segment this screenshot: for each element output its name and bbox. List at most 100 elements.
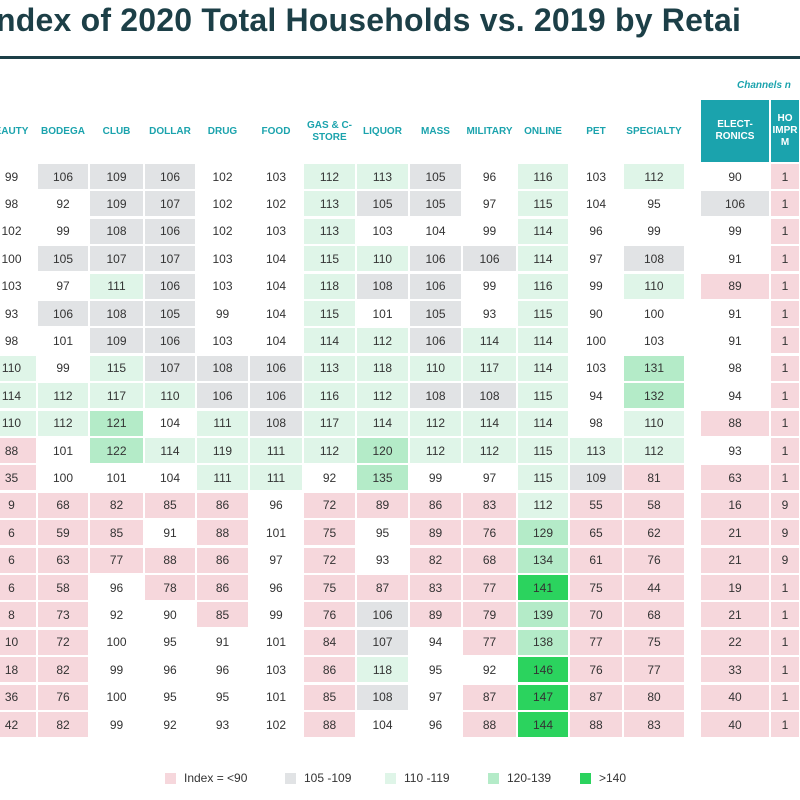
table-cell: 68 [624,602,684,628]
legend-item: Index = <90 [165,770,247,786]
table-cell: 76 [570,657,622,683]
table-cell: 35 [0,465,36,491]
table-cell: 104 [250,328,302,354]
table-cell: 86 [197,547,248,573]
table-cell: 86 [304,657,355,683]
table-cell: 85 [145,492,195,518]
legend-swatch [488,772,499,784]
table-cell: 40 [701,684,769,710]
table-cell: 104 [250,246,302,272]
table-cell: 115 [518,301,568,326]
table-cell: 59 [38,520,88,546]
table-cell: 103 [624,328,684,354]
table-cell: 76 [38,684,88,710]
col-header-mass: MASS [421,126,450,137]
table-cell: 106 [357,602,408,628]
table-cell: 1 [771,328,799,354]
table-cell: 110 [624,273,684,299]
table-cell: 88 [701,410,769,436]
table-cell: 111 [250,438,302,463]
legend-swatch [285,772,296,784]
table-cell: 97 [38,273,88,299]
col-header-food: FOOD [261,126,291,137]
table-cell: 86 [197,492,248,518]
table-cell: 89 [701,273,769,299]
table-cell: 115 [518,383,568,409]
table-cell: 114 [518,355,568,381]
legend-label: 110 -119 [404,771,450,785]
table-cell: 88 [145,547,195,573]
table-cell: 93 [357,547,408,573]
table-cell: 115 [90,355,143,381]
table-cell: 111 [197,410,248,436]
table-cell: 107 [90,246,143,272]
table-cell: 92 [304,465,355,491]
table-cell: 113 [570,438,622,463]
table-cell: 116 [518,164,568,189]
table-cell: 1 [771,191,799,217]
table-cell: 114 [463,328,516,354]
table-cell: 112 [518,492,568,518]
table-cell: 113 [304,218,355,244]
table-cell: 134 [518,547,568,573]
table-cell: 103 [357,218,408,244]
table-cell: 106 [197,383,248,409]
legend-item: 110 -119 [385,770,450,786]
table-cell: 106 [145,218,195,244]
table-cell: 110 [410,355,461,381]
table-cell: 100 [570,328,622,354]
table-cell: 63 [38,547,88,573]
table-cell: 87 [570,684,622,710]
table-cell: 111 [90,273,143,299]
table-cell: 103 [250,218,302,244]
table-cell: 112 [410,438,461,463]
table-cell: 82 [410,547,461,573]
table-cell: 75 [304,575,355,600]
table-cell: 141 [518,575,568,600]
table-cell: 77 [570,629,622,655]
table-cell: 1 [771,301,799,326]
table-cell: 91 [197,629,248,655]
table-cell: 105 [145,301,195,326]
table-cell: 104 [250,301,302,326]
table-cell: 73 [38,602,88,628]
table-cell: 95 [145,684,195,710]
table-cell: 75 [304,520,355,546]
table-cell: 85 [197,602,248,628]
table-cell: 102 [197,164,248,189]
table-cell: 1 [771,438,799,463]
table-cell: 1 [771,218,799,244]
col-header-bodega: BODEGA [41,126,85,137]
table-cell: 72 [304,492,355,518]
table-cell: 96 [250,575,302,600]
table-cell: 6 [0,547,36,573]
table-cell: 106 [410,273,461,299]
col-header-elect-ronics: ELECT- RONICS [701,100,769,162]
table-cell: 98 [701,355,769,381]
table-cell: 83 [463,492,516,518]
table-cell: 99 [38,355,88,381]
table-cell: 97 [250,547,302,573]
table-cell: 76 [624,547,684,573]
table-cell: 114 [518,328,568,354]
table-cell: 117 [304,410,355,436]
table-cell: 97 [410,684,461,710]
table-cell: 95 [197,684,248,710]
table-cell: 1 [771,465,799,491]
table-cell: 106 [145,328,195,354]
table-cell: 100 [624,301,684,326]
table-cell: 75 [624,629,684,655]
table-cell: 102 [0,218,36,244]
table-cell: 107 [145,355,195,381]
table-cell: 112 [624,438,684,463]
table-cell: 99 [701,218,769,244]
table-cell: 114 [518,218,568,244]
table-cell: 100 [90,629,143,655]
table-cell: 36 [0,684,36,710]
table-cell: 1 [771,383,799,409]
table-cell: 1 [771,629,799,655]
legend-label: 120-139 [507,771,552,785]
table-cell: 98 [570,410,622,436]
table-cell: 110 [624,410,684,436]
table-cell: 112 [304,164,355,189]
